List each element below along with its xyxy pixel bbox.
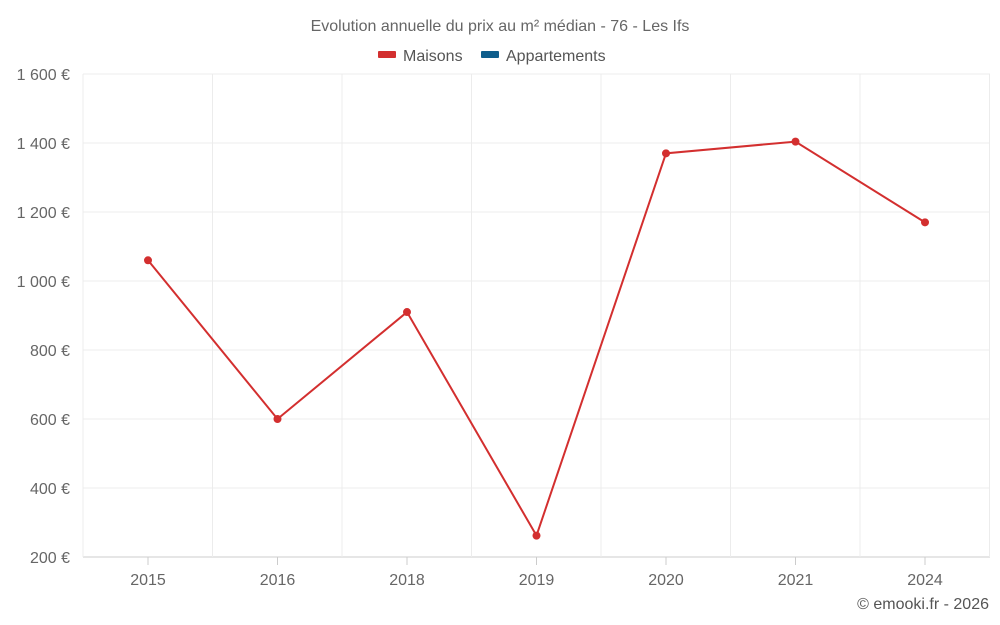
- data-point[interactable]: [791, 137, 800, 146]
- legend-swatch-maisons[interactable]: [378, 51, 396, 58]
- x-tick-label: 2024: [907, 572, 943, 589]
- y-tick-label: 1 200 €: [17, 205, 70, 222]
- y-tick-label: 400 €: [30, 481, 70, 498]
- data-point[interactable]: [144, 256, 152, 265]
- legend-label-appartements[interactable]: Appartements: [506, 48, 606, 65]
- y-tick-label: 1 600 €: [17, 67, 70, 84]
- x-tick-label: 2021: [778, 572, 814, 589]
- y-tick-label: 1 400 €: [17, 136, 70, 153]
- y-tick-label: 1 000 €: [17, 274, 70, 291]
- data-point[interactable]: [273, 415, 282, 423]
- x-tick-label: 2015: [130, 572, 166, 589]
- credit-text[interactable]: © emooki.fr - 2026: [857, 596, 989, 613]
- x-tick-label: 2020: [648, 572, 684, 589]
- x-axis-labels: 2015 2016 2018 2019 2020 2021 2024: [130, 557, 943, 589]
- data-point[interactable]: [662, 149, 670, 158]
- legend: Maisons Appartements: [378, 48, 606, 65]
- data-point[interactable]: [532, 531, 541, 540]
- series-group: [144, 137, 929, 540]
- chart-title: Evolution annuelle du prix au m² médian …: [311, 18, 690, 35]
- data-point[interactable]: [403, 308, 411, 317]
- data-point[interactable]: [921, 218, 929, 227]
- legend-label-maisons[interactable]: Maisons: [403, 48, 463, 65]
- grid: [82, 73, 990, 558]
- y-tick-label: 600 €: [30, 412, 70, 429]
- x-tick-label: 2016: [260, 572, 296, 589]
- legend-swatch-appartements[interactable]: [481, 51, 499, 58]
- x-tick-label: 2018: [389, 572, 425, 589]
- x-tick-label: 2019: [519, 572, 555, 589]
- series-line: [147, 140, 926, 539]
- y-tick-label: 800 €: [30, 343, 70, 360]
- y-axis-labels: 200 € 400 € 600 € 800 € 1 000 € 1 200 € 1 400 …: [17, 67, 70, 567]
- y-tick-label: 200 €: [30, 550, 70, 567]
